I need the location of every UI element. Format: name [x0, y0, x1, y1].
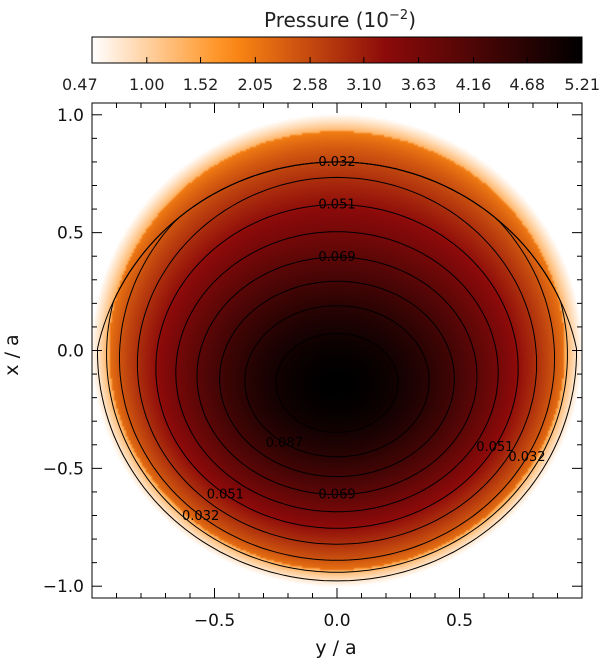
contour-label: 0.032	[508, 450, 545, 465]
x-tick-label: 0.0	[323, 611, 350, 631]
contour-label: 0.051	[207, 487, 244, 502]
contour-line	[244, 305, 430, 458]
y-tick-label: 1.0	[57, 106, 84, 126]
colorbar-title: Pressure (10−2)	[264, 8, 416, 32]
colorbar-ticks: 0.47 1.00 1.52 2.05 2.58 3.10 3.63 4.16 4.68 5.21	[62, 57, 600, 94]
x-tick-label: 0.5	[446, 611, 473, 631]
contour-label: 0.087	[266, 436, 303, 451]
contour-label: 0.069	[318, 250, 355, 265]
contour-label: 0.051	[476, 440, 513, 455]
contour-label: 0.032	[182, 509, 219, 524]
colorbar-tick-label: 4.68	[509, 75, 545, 94]
contour-label: 0.032	[318, 155, 355, 170]
colorbar-tick-label: 3.10	[346, 75, 382, 94]
colorbar-tick-label: 1.00	[129, 75, 165, 94]
y-tick-label: −1.0	[43, 577, 84, 597]
colorbar-tick-label: 1.52	[183, 75, 219, 94]
colorbar-tick-label: 2.05	[238, 75, 274, 94]
y-axis-label: x / a	[1, 334, 23, 375]
colorbar: Pressure (10−2) 0.47 1.00 1.52 2.05 2.58 3.10…	[62, 8, 600, 94]
contour-line	[219, 280, 455, 478]
contour-line	[196, 256, 478, 496]
contour-line	[175, 231, 499, 513]
contour-label: 0.051	[318, 198, 355, 213]
contour-line	[119, 161, 555, 561]
colorbar-tick-label: 5.21	[564, 75, 600, 94]
contour-line	[275, 333, 399, 433]
colorbar-tick-label: 2.58	[292, 75, 328, 94]
plot-area: 0.0320.0320.0320.0510.0510.0510.0690.069…	[1, 102, 583, 659]
contour-layer: 0.0320.0320.0320.0510.0510.0510.0690.069…	[97, 155, 577, 582]
colorbar-tick-label: 4.16	[456, 75, 492, 94]
colorbar-tick-label: 0.47	[62, 75, 98, 94]
contour-label: 0.069	[318, 488, 355, 503]
x-tick-label: −0.5	[194, 611, 235, 631]
x-axis-label: y / a	[315, 637, 356, 659]
pressure-heatmap	[92, 103, 582, 598]
y-tick-label: 0.0	[57, 342, 84, 362]
colorbar-scale	[91, 36, 583, 64]
y-tick-label: 0.5	[57, 224, 84, 244]
colorbar-tick-label: 3.63	[401, 75, 437, 94]
contour-line	[136, 176, 538, 545]
contour-line	[155, 204, 519, 529]
axis-ticks: −0.5 0.0 0.5 1.0 0.5 0.0 −0.5 −1.0	[43, 103, 583, 631]
y-tick-label: −0.5	[43, 459, 84, 479]
